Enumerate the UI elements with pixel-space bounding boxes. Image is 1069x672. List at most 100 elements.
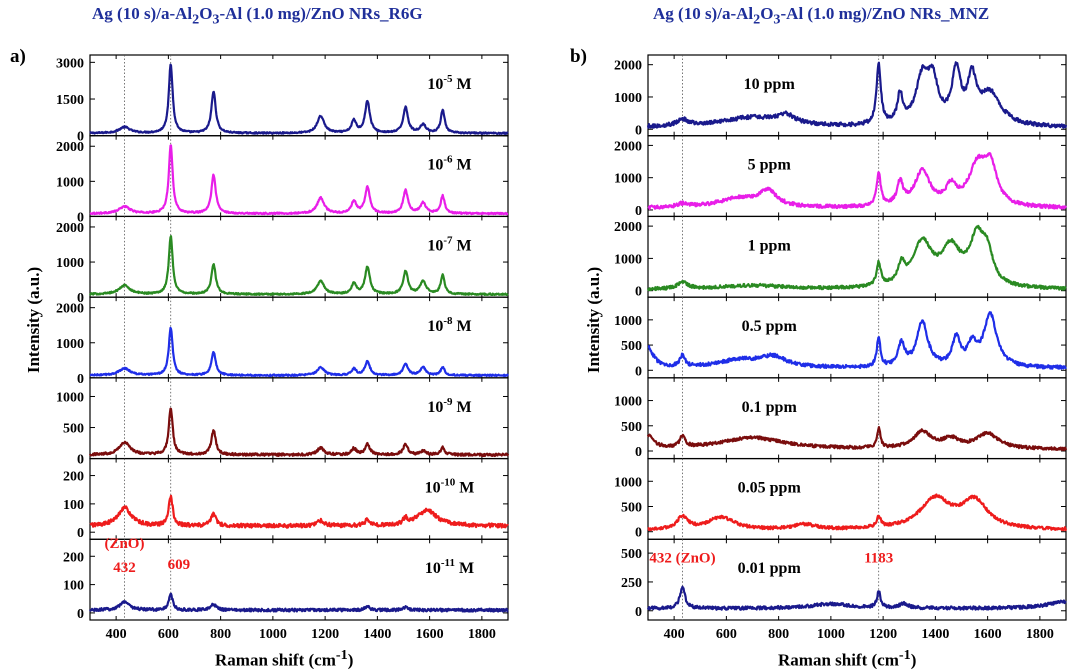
y-tick-label: 1000 (56, 256, 84, 271)
y-tick-label: 250 (621, 576, 642, 591)
x-tick-label: 1000 (259, 627, 287, 642)
x-tick-label: 1800 (468, 627, 496, 642)
series-line (646, 426, 1068, 452)
panel-frame (647, 538, 1067, 621)
x-axis-label-a: Raman shift (cm-1) (215, 647, 354, 670)
series-line (646, 224, 1067, 292)
series-line (646, 585, 1067, 611)
series-label: 10-9 M (427, 396, 471, 416)
x-tick-label: 1800 (1026, 627, 1054, 642)
x-tick-label: 1400 (363, 627, 391, 642)
x-tick-label: 1000 (817, 627, 845, 642)
y-tick-label: 200 (63, 470, 84, 485)
y-tick-label: 100 (63, 579, 84, 594)
y-tick-label: 0 (77, 130, 84, 145)
series-label: 10-10 M (425, 476, 475, 496)
x-tick-label: 1600 (416, 627, 444, 642)
panel-label-a: a) (10, 46, 26, 67)
x-tick-label: 400 (664, 627, 685, 642)
series-label: 0.05 ppm (738, 479, 802, 496)
y-tick-label: 500 (621, 500, 642, 515)
y-tick-label: 500 (621, 547, 642, 562)
y-tick-label: 1000 (56, 175, 84, 190)
peak-annotation: 609 (168, 557, 191, 573)
series-label: 0.01 ppm (738, 560, 802, 577)
series-line (646, 61, 1068, 129)
panel-frame (89, 296, 509, 379)
y-tick-label: 500 (621, 420, 642, 435)
y-tick-label: 500 (63, 422, 84, 437)
y-tick-label: 1000 (614, 395, 642, 410)
series-label: 10 ppm (744, 76, 796, 93)
series-label: 10-6 M (427, 154, 471, 174)
y-tick-label: 1000 (614, 252, 642, 267)
series-line (89, 326, 509, 378)
x-tick-label: 1200 (311, 627, 339, 642)
y-tick-label: 0 (635, 204, 642, 219)
y-tick-label: 0 (77, 526, 84, 541)
y-tick-label: 0 (635, 605, 642, 620)
y-tick-label: 0 (77, 607, 84, 622)
y-tick-label: 1500 (56, 93, 84, 108)
x-tick-label: 600 (716, 627, 737, 642)
y-tick-label: 1000 (614, 314, 642, 329)
y-tick-label: 0 (77, 453, 84, 468)
peak-annotation: 1183 (864, 550, 893, 566)
series-line (88, 407, 510, 458)
series-line (647, 311, 1067, 370)
series-line (89, 235, 509, 296)
x-axis-label-b: Raman shift (cm-1) (778, 647, 917, 670)
y-tick-label: 3000 (56, 56, 84, 71)
series-label: 5 ppm (748, 157, 792, 174)
y-tick-label: 0 (635, 526, 642, 541)
series-label: 10-11 M (425, 557, 474, 577)
series-label: 0.5 ppm (742, 318, 798, 335)
y-tick-label: 1000 (56, 390, 84, 405)
y-tick-label: 2000 (614, 220, 642, 235)
series-line (88, 592, 509, 613)
panel-frame (89, 538, 509, 621)
y-tick-label: 1000 (614, 91, 642, 106)
series-line (89, 144, 509, 216)
chart-title-a: Ag (10 s)/a-Al2O3-Al (1.0 mg)/ZnO NRs_R6… (92, 4, 423, 28)
y-tick-label: 1000 (614, 172, 642, 187)
y-tick-label: 0 (635, 445, 642, 460)
series-label: 0.1 ppm (742, 399, 798, 416)
y-tick-label: 2000 (56, 302, 84, 317)
panel-label-b: b) (570, 46, 587, 67)
peak-annotation: 432 (113, 560, 136, 576)
x-tick-label: 800 (768, 627, 789, 642)
series-line (647, 152, 1067, 211)
peak-annotation: (ZnO) (104, 536, 144, 552)
series-label: 10-5 M (427, 73, 471, 93)
chart-title-b: Ag (10 s)/a-Al2O3-Al (1.0 mg)/ZnO NRs_MN… (653, 4, 990, 28)
peak-annotation: 432 (ZnO) (649, 550, 715, 566)
y-tick-label: 100 (63, 498, 84, 513)
y-tick-label: 2000 (614, 139, 642, 154)
y-tick-label: 2000 (56, 221, 84, 236)
x-tick-label: 1600 (974, 627, 1002, 642)
y-tick-label: 0 (635, 364, 642, 379)
y-tick-label: 500 (621, 339, 642, 354)
series-label: 10-7 M (427, 234, 471, 254)
y-tick-label: 0 (635, 123, 642, 138)
x-tick-label: 600 (158, 627, 179, 642)
y-tick-label: 2000 (56, 140, 84, 155)
x-tick-label: 1200 (869, 627, 897, 642)
panel-frame (89, 377, 509, 460)
y-tick-label: 200 (63, 550, 84, 565)
y-tick-label: 1000 (56, 337, 84, 352)
y-tick-label: 0 (77, 372, 84, 387)
x-tick-label: 1400 (921, 627, 949, 642)
y-tick-label: 0 (77, 291, 84, 306)
series-line (647, 493, 1068, 532)
series-label: 10-8 M (427, 315, 471, 335)
series-line (89, 63, 509, 135)
x-tick-label: 400 (106, 627, 127, 642)
y-tick-label: 2000 (614, 59, 642, 74)
y-tick-label: 0 (635, 285, 642, 300)
series-label: 1 ppm (748, 237, 792, 254)
series-line (89, 494, 509, 529)
